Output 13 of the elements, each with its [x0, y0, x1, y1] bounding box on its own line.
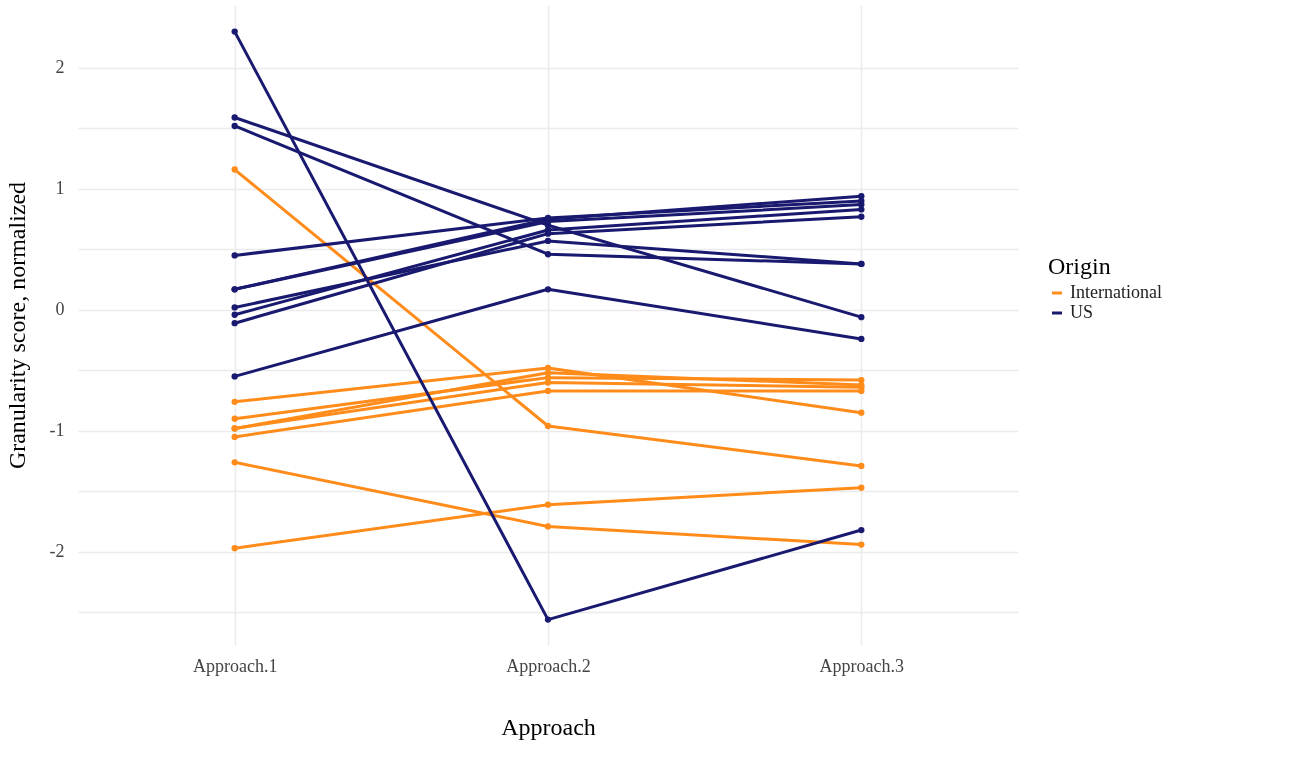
x-tick-label: Approach.1	[192, 655, 278, 676]
legend-title: Origin	[1048, 253, 1111, 279]
y-tick-label: 1	[55, 178, 65, 199]
x-axis-title: Approach	[501, 713, 596, 740]
x-tick-label: Approach.2	[506, 655, 591, 676]
x-tick-label: Approach.3	[819, 655, 905, 676]
legend-label: International	[1070, 282, 1162, 302]
y-tick-label: -1	[49, 420, 65, 441]
legend-label: US	[1070, 302, 1094, 322]
y-axis-title: Granularity score, normalized	[3, 181, 30, 470]
y-tick-label: -2	[49, 541, 65, 562]
y-tick-label: 0	[55, 299, 65, 320]
y-tick-label: 2	[55, 57, 65, 78]
